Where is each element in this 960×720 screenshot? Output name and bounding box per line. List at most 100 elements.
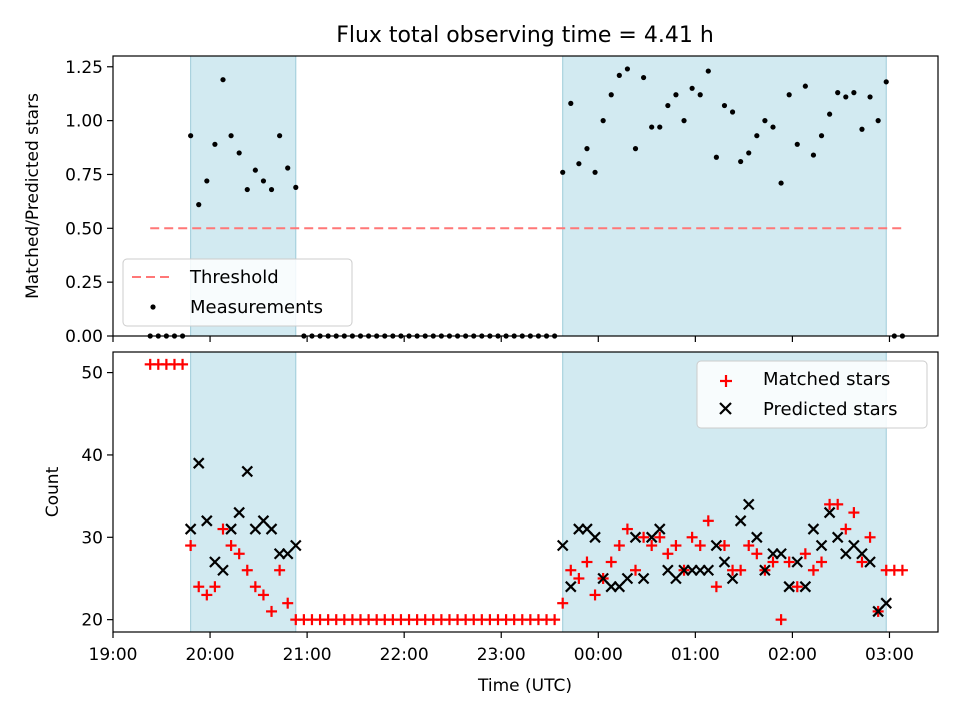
predicted-star-point <box>241 465 254 478</box>
measurement-point <box>738 158 744 165</box>
measurement-point <box>827 111 833 117</box>
matched-star-point <box>791 581 803 593</box>
measurement-point <box>624 66 631 72</box>
count-x-tick-label: 01:00 <box>671 645 720 665</box>
predicted-star-point <box>880 597 893 609</box>
matched-star-point <box>241 564 253 576</box>
predicted-star-point <box>217 564 229 577</box>
matched-star-point <box>816 556 828 568</box>
predicted-star-point <box>718 556 731 568</box>
matched-star-point <box>832 498 844 510</box>
predicted-star-point <box>621 572 634 585</box>
matched-star-point <box>201 589 213 601</box>
predicted-star-point <box>629 531 642 544</box>
chart-title: Flux total observing time = 4.41 h <box>336 23 714 48</box>
measurement-point <box>228 133 234 139</box>
measurement-point <box>794 141 800 147</box>
observing-interval-shade <box>562 55 887 337</box>
measurement-point <box>681 118 687 124</box>
measurement-point <box>196 202 202 208</box>
predicted-star-point <box>184 523 197 535</box>
matched-star-point <box>848 507 860 519</box>
measurement-point <box>649 124 655 130</box>
matched-star-point <box>775 614 787 626</box>
matched-star-point <box>807 564 819 576</box>
measurement-point <box>713 154 719 160</box>
matched-star-point <box>783 556 795 568</box>
matched-star-point <box>799 548 811 560</box>
ratio-y-tick-label: 0.50 <box>65 219 103 239</box>
count-x-tick-label: 03:00 <box>865 645 914 665</box>
matched-star-point <box>233 548 245 560</box>
count-y-axis-label: Count <box>43 466 63 517</box>
legend-predicted-label: Predicted stars <box>763 399 897 420</box>
observing-interval-shade <box>190 351 297 633</box>
measurement-point <box>746 150 752 156</box>
measurement-point <box>762 118 768 124</box>
ratio-y-tick-label: 0.00 <box>65 327 103 347</box>
predicted-star-point <box>864 556 876 568</box>
ratio-y-tick-label: 1.00 <box>65 112 103 132</box>
matched-star-point <box>257 589 269 601</box>
measurement-point <box>608 92 614 98</box>
predicted-star-point <box>637 572 650 585</box>
measurement-point <box>843 94 849 100</box>
predicted-star-point <box>653 523 666 535</box>
matched-star-point <box>702 515 714 527</box>
predicted-star-point <box>783 580 795 593</box>
measurement-point <box>770 124 776 130</box>
matched-star-point <box>767 556 779 568</box>
matched-star-point <box>654 531 666 543</box>
measurement-point <box>212 141 218 147</box>
matched-star-point <box>193 581 205 593</box>
count-x-tick-label: 21:00 <box>283 645 332 665</box>
predicted-star-point <box>823 506 836 519</box>
matched-star-point <box>605 556 617 568</box>
predicted-star-point <box>233 506 245 519</box>
measurement-point <box>802 83 808 89</box>
measurement-point <box>640 74 647 81</box>
measurement-point <box>576 161 582 167</box>
count-y-tick-label: 30 <box>81 528 103 548</box>
measurement-point <box>729 109 736 115</box>
measurement-point <box>778 180 784 186</box>
matched-star-point <box>565 564 577 576</box>
matched-star-point <box>662 548 674 560</box>
count-y-tick-label: 40 <box>81 446 103 466</box>
ratio-y-tick-label: 1.25 <box>65 58 103 78</box>
count-y-tick-label: 50 <box>81 364 103 384</box>
matched-star-point <box>549 614 561 626</box>
matched-star-point <box>710 581 722 593</box>
predicted-star-point <box>807 523 820 535</box>
measurement-point <box>665 102 671 109</box>
measurement-point <box>818 133 825 139</box>
predicted-star-point <box>751 531 763 544</box>
matched-star-point <box>274 564 286 576</box>
measurement-point <box>705 68 711 74</box>
measurement-point <box>592 169 598 175</box>
measurement-point <box>584 146 590 152</box>
predicted-star-point <box>831 531 844 544</box>
predicted-star-point <box>290 539 302 552</box>
legend-threshold-label: Threshold <box>189 267 279 288</box>
predicted-star-point <box>742 498 755 511</box>
measurement-point <box>188 133 194 139</box>
measurement-point <box>754 133 760 139</box>
legend-measurements-swatch <box>150 304 156 310</box>
predicted-star-point <box>726 572 739 585</box>
measurement-point <box>260 178 267 184</box>
measurement-point <box>851 90 857 96</box>
matched-star-point <box>646 540 658 552</box>
predicted-star-point <box>565 580 577 593</box>
matched-star-point <box>840 523 852 535</box>
measurement-point <box>786 92 792 98</box>
matched-star-point <box>589 589 601 601</box>
count-legend: Matched stars Predicted stars <box>696 360 928 429</box>
matched-star-point <box>686 531 698 543</box>
matched-star-point <box>638 531 650 543</box>
matched-star-point <box>743 540 755 552</box>
matched-star-point <box>621 523 633 535</box>
matched-star-point <box>581 556 593 568</box>
matched-star-point <box>856 556 868 568</box>
